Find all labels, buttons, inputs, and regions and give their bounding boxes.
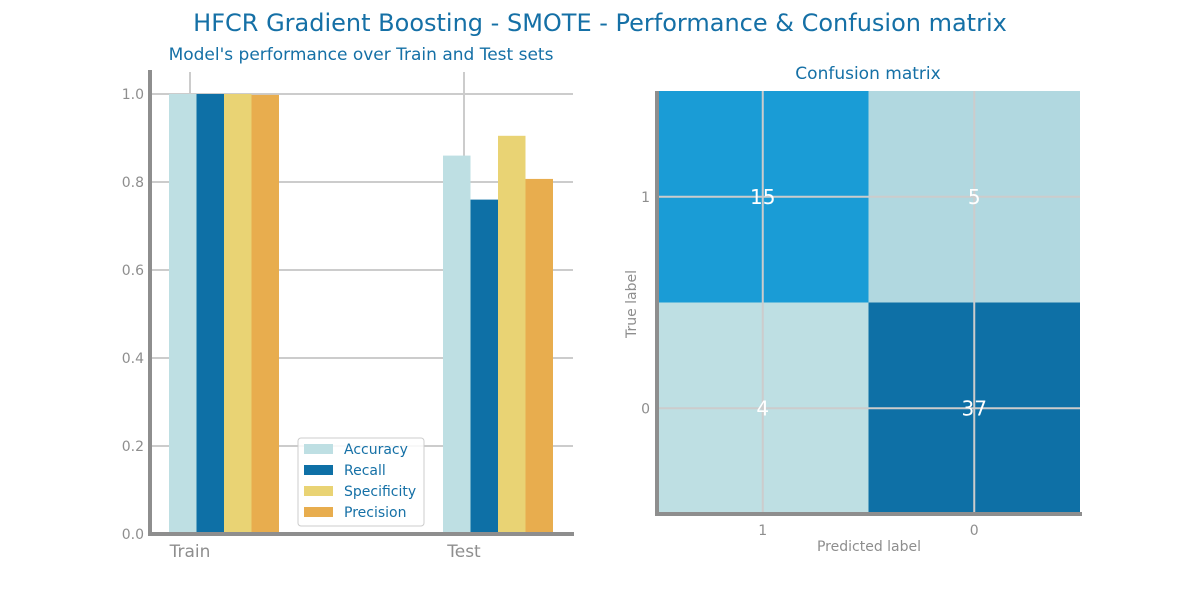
- confusion-matrix-axes: 1 0 1 0: [641, 91, 1082, 539]
- legend-swatch-precision: [304, 507, 333, 517]
- cm-x-tick-label: 1: [758, 523, 767, 539]
- bar-specificity-train: [224, 94, 252, 534]
- confusion-matrix-xlabel: Predicted label: [817, 539, 921, 555]
- confusion-cell-value: 37: [962, 396, 987, 420]
- bar-precision-test: [525, 178, 553, 535]
- x-tick-label: Test: [446, 542, 481, 562]
- y-tick-label: 0.0: [122, 527, 144, 543]
- legend-label-precision: Precision: [344, 505, 406, 521]
- bar-chart-title: Model's performance over Train and Test …: [169, 45, 554, 65]
- legend-box: [297, 437, 425, 527]
- cm-x-tick-label: 0: [970, 523, 979, 539]
- legend-swatch-accuracy: [304, 444, 333, 454]
- confusion-matrix-chart: Confusion matrix 15 5 4 37 1 0 1 0 Predicted l…: [624, 64, 1082, 555]
- confusion-cell-value: 15: [750, 185, 775, 209]
- legend-swatch-recall: [304, 465, 333, 475]
- y-tick-label: 0.4: [122, 351, 144, 367]
- bar-specificity-test: [498, 135, 526, 535]
- bar-accuracy-test: [443, 155, 471, 534]
- bar-accuracy-train: [169, 94, 197, 534]
- confusion-matrix-ylabel: True label: [624, 270, 640, 339]
- legend-label-recall: Recall: [344, 463, 386, 479]
- confusion-matrix-cells: 15 5 4 37: [657, 91, 1080, 514]
- bar-chart-axes: 0.0 0.2 0.4 0.6 0.8 1.0 Train Test: [122, 70, 574, 562]
- legend-label-specificity: Specificity: [344, 484, 416, 500]
- y-tick-label: 0.6: [122, 263, 144, 279]
- cm-y-tick-label: 0: [641, 401, 650, 417]
- y-tick-label: 1.0: [122, 87, 144, 103]
- y-tick-label: 0.2: [122, 439, 144, 455]
- bar-chart-legend: Accuracy Recall Specificity Precision: [297, 437, 425, 527]
- cm-y-tick-label: 1: [641, 190, 650, 206]
- bar-recall-train: [196, 94, 224, 534]
- bar-chart-bars: [169, 94, 553, 535]
- performance-bar-chart: Model's performance over Train and Test …: [122, 45, 574, 562]
- confusion-matrix-title: Confusion matrix: [795, 64, 940, 84]
- legend-swatch-specificity: [304, 486, 333, 496]
- x-tick-label: Train: [169, 542, 211, 562]
- confusion-cell-value: 5: [968, 185, 981, 209]
- bar-precision-train: [251, 94, 279, 534]
- figure-title: HFCR Gradient Boosting - SMOTE - Perform…: [193, 9, 1007, 37]
- y-tick-label: 0.8: [122, 175, 144, 191]
- bar-recall-test: [470, 199, 498, 534]
- legend-label-accuracy: Accuracy: [344, 442, 408, 458]
- confusion-cell-value: 4: [756, 396, 769, 420]
